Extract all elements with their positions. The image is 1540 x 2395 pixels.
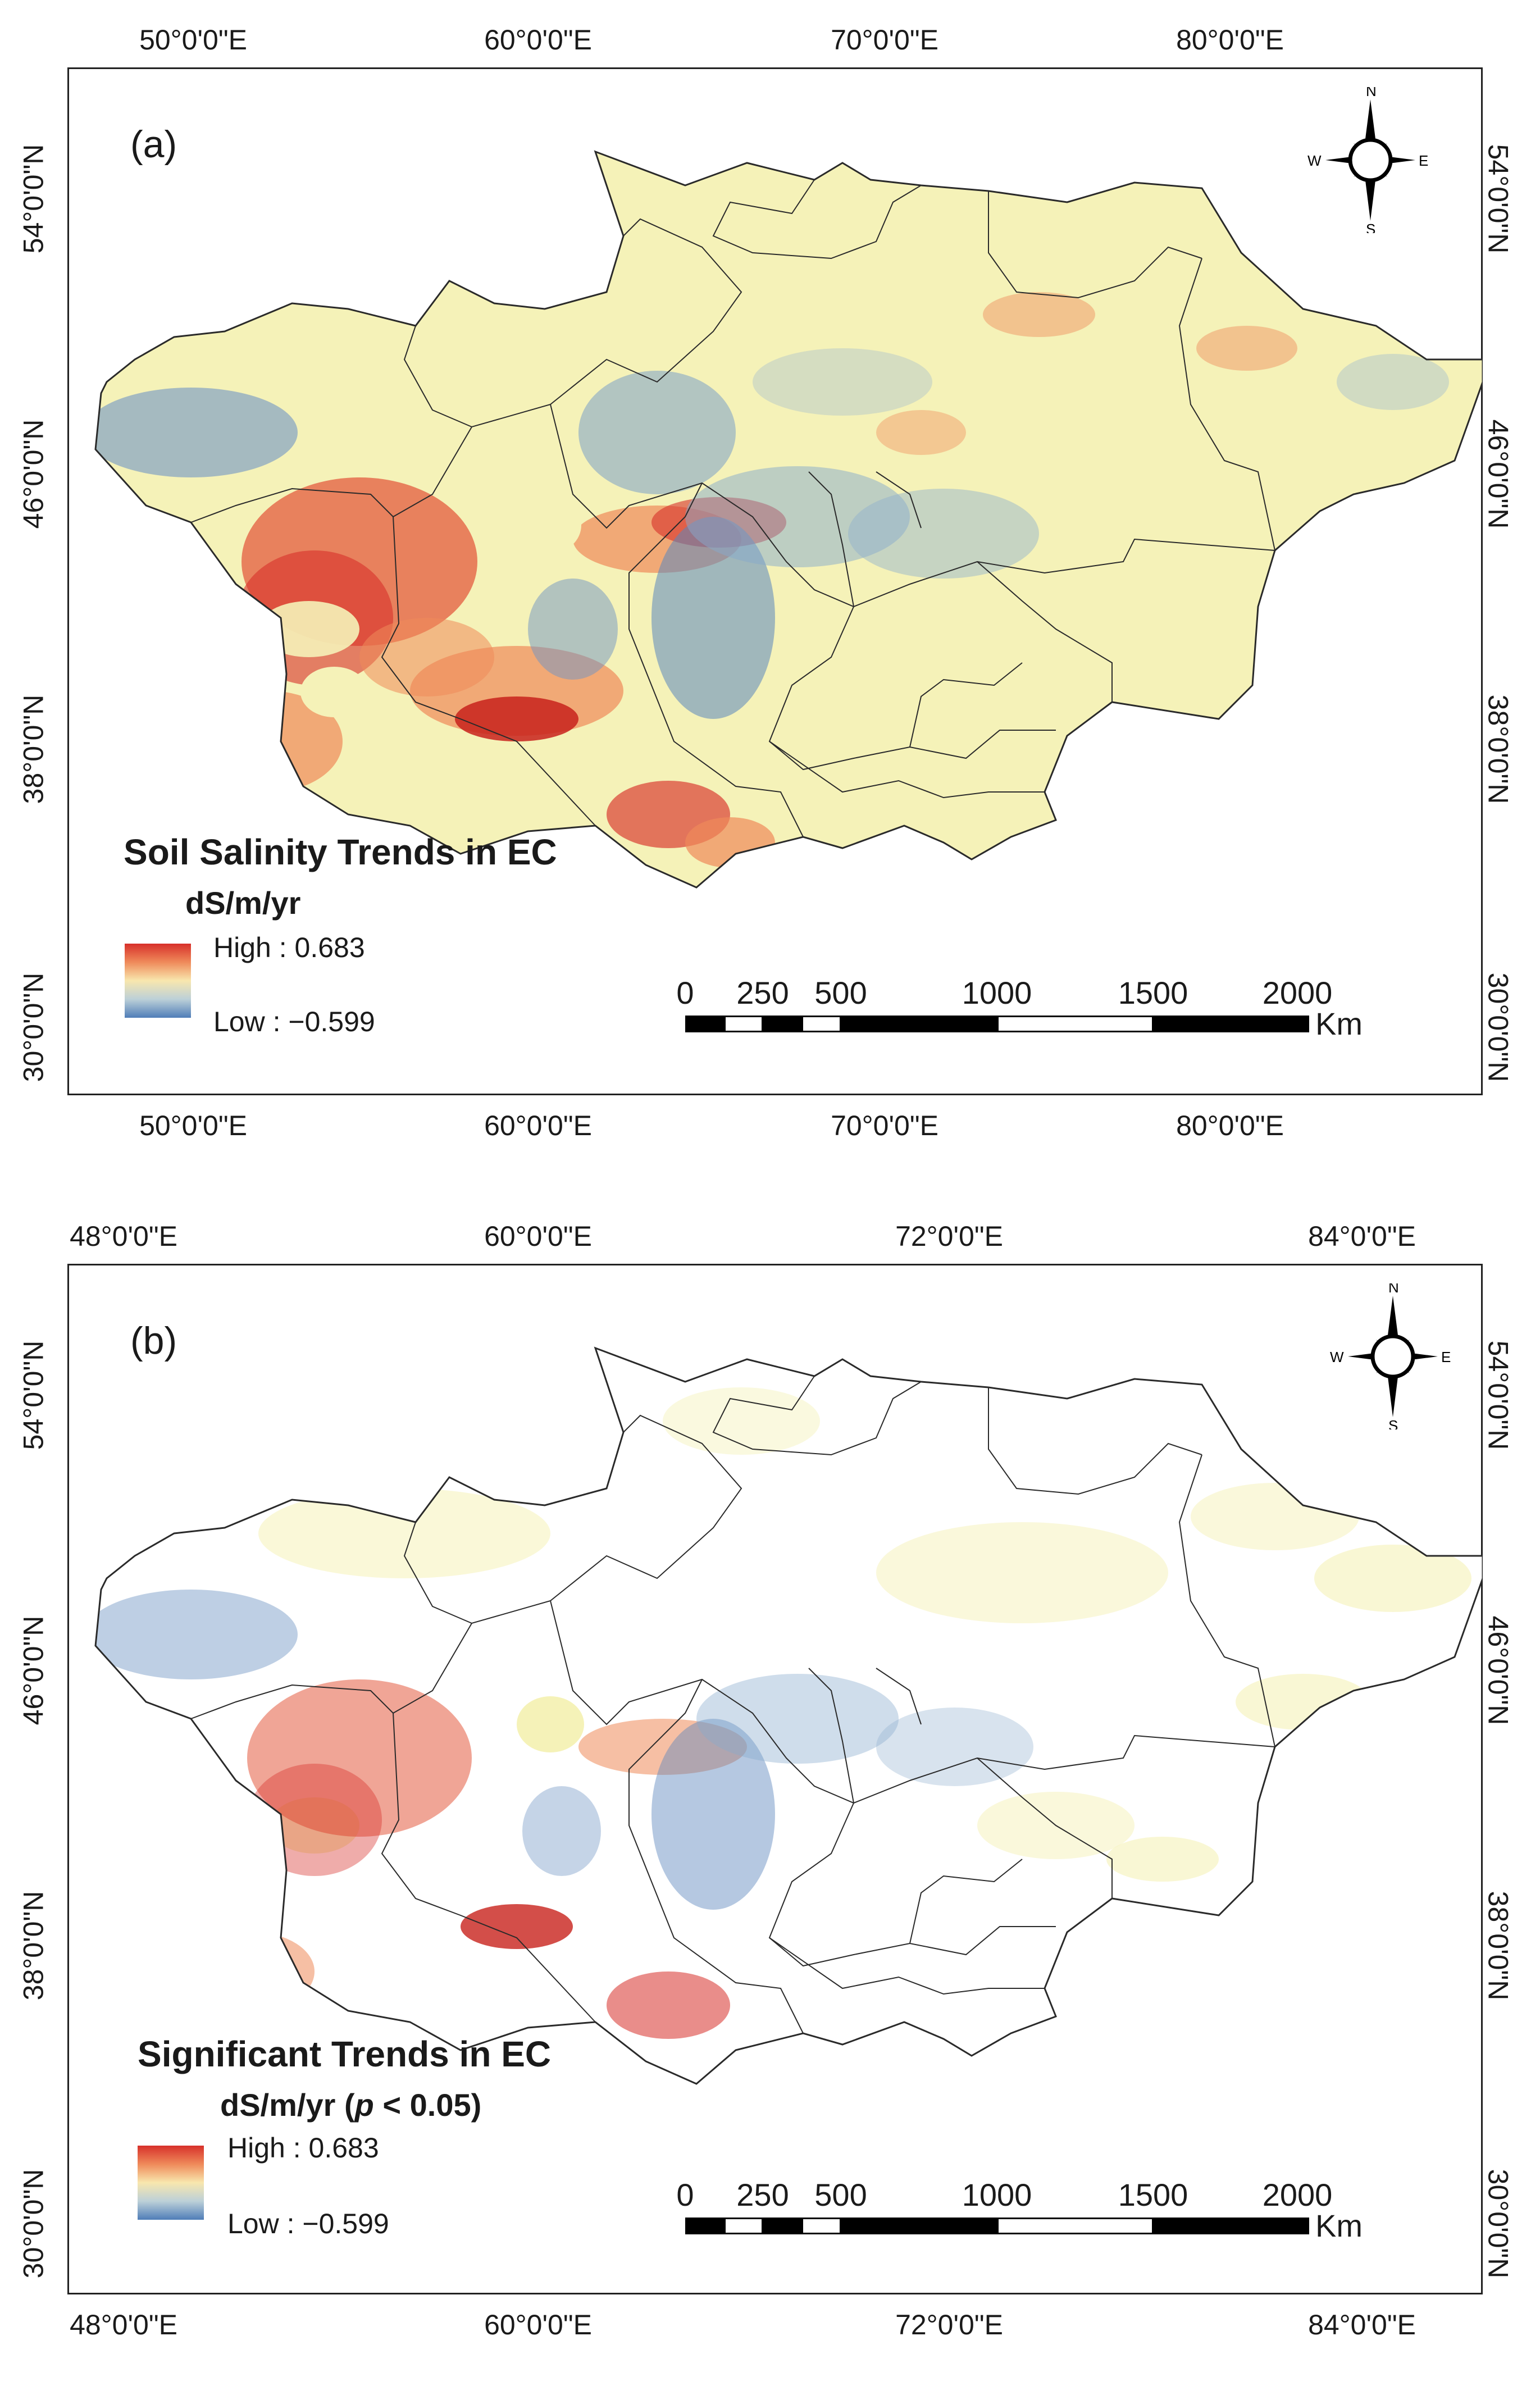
scalebar-segment — [841, 2218, 997, 2234]
lat-tick-right: 30°0'0"N — [1482, 972, 1514, 1082]
legend-low-label: Low : −0.599 — [227, 2208, 389, 2239]
lon-tick-top: 80°0'0"E — [1176, 24, 1284, 56]
lat-tick-left: 46°0'0"N — [17, 1615, 49, 1725]
legend-unit-prefix: dS/m/yr ( — [220, 2087, 355, 2123]
scalebar-label: 500 — [814, 975, 867, 1010]
lon-tick-top: 84°0'0"E — [1308, 1221, 1416, 1252]
lon-tick-bottom: 70°0'0"E — [831, 1110, 938, 1141]
compass-east-label: E — [1419, 152, 1428, 169]
lat-tick-right: 30°0'0"N — [1482, 2169, 1514, 2279]
lat-tick-left: 54°0'0"N — [17, 1340, 49, 1450]
scalebar-label: 0 — [676, 2177, 694, 2212]
scalebar-unit: Km — [1315, 1006, 1363, 1041]
lat-tick-left: 38°0'0"N — [17, 694, 49, 804]
panel-a: 50°0'0"E 60°0'0"E 70°0'0"E 80°0'0"E 50°0… — [0, 0, 1540, 1196]
legend-color-ramp — [138, 2146, 204, 2220]
lon-tick-top: 60°0'0"E — [484, 24, 592, 56]
compass-icon: N S E W — [1307, 87, 1428, 233]
panel-label-a: (a) — [130, 123, 177, 166]
scalebar-label: 2000 — [1262, 2177, 1333, 2212]
legend-unit-p: p — [354, 2087, 374, 2123]
compass-south-label: S — [1366, 221, 1375, 233]
scalebar-label: 250 — [736, 975, 789, 1010]
lat-tick-left: 30°0'0"N — [17, 972, 49, 1082]
scalebar-segment — [724, 2218, 763, 2234]
legend-unit-suffix: < 0.05) — [373, 2087, 482, 2123]
scalebar-unit: Km — [1315, 2208, 1363, 2243]
scalebar-segment — [1153, 1016, 1309, 1032]
scalebar-segment — [997, 2218, 1154, 2234]
legend-title: Soil Salinity Trends in EC — [124, 832, 557, 872]
legend-unit: dS/m/yr — [185, 885, 301, 921]
lat-tick-right: 46°0'0"N — [1482, 1615, 1514, 1725]
lat-tick-left: 38°0'0"N — [17, 1891, 49, 2001]
lat-tick-right: 54°0'0"N — [1482, 1340, 1514, 1450]
lon-tick-bottom: 48°0'0"E — [70, 2309, 177, 2341]
significant-trends-map-b — [94, 1347, 1483, 2085]
scalebar-segment — [801, 2218, 841, 2234]
compass-west-label: W — [1307, 152, 1322, 169]
lon-tick-bottom: 60°0'0"E — [484, 2309, 592, 2341]
lon-tick-top: 48°0'0"E — [70, 1221, 177, 1252]
scalebar-label: 1000 — [962, 2177, 1032, 2212]
salinity-map-a — [94, 151, 1483, 889]
lon-tick-top: 60°0'0"E — [484, 1221, 592, 1252]
scalebar-label: 0 — [676, 975, 694, 1010]
lat-tick-left: 46°0'0"N — [17, 419, 49, 529]
scalebar-segment — [801, 1016, 841, 1032]
legend-unit: dS/m/yr (p < 0.05) — [220, 2087, 481, 2123]
lat-tick-left: 30°0'0"N — [17, 2169, 49, 2279]
scalebar-segment — [763, 2218, 802, 2234]
lon-tick-bottom: 80°0'0"E — [1176, 1110, 1284, 1141]
scalebar-label: 2000 — [1262, 975, 1333, 1010]
lon-tick-bottom: 50°0'0"E — [139, 1110, 247, 1141]
scalebar-label: 1000 — [962, 975, 1032, 1010]
lon-tick-bottom: 72°0'0"E — [895, 2309, 1003, 2341]
compass-east-label: E — [1441, 1349, 1451, 1365]
scalebar-label: 1500 — [1118, 975, 1188, 1010]
scalebar-label: 500 — [814, 2177, 867, 2212]
panel-label-b: (b) — [130, 1319, 177, 1362]
scalebar-segment — [685, 2218, 725, 2234]
panel-b: 48°0'0"E 60°0'0"E 72°0'0"E 84°0'0"E 48°0… — [0, 1196, 1540, 2395]
scalebar-segment — [997, 1016, 1154, 1032]
lat-tick-right: 54°0'0"N — [1482, 144, 1514, 254]
scalebar-segment — [685, 1016, 725, 1032]
lat-tick-left: 54°0'0"N — [17, 144, 49, 254]
legend-low-label: Low : −0.599 — [213, 1006, 375, 1037]
compass-west-label: W — [1330, 1349, 1344, 1365]
scalebar-label: 250 — [736, 2177, 789, 2212]
lat-tick-right: 38°0'0"N — [1482, 1891, 1514, 2001]
lon-tick-bottom: 60°0'0"E — [484, 1110, 592, 1141]
lat-tick-right: 38°0'0"N — [1482, 694, 1514, 804]
compass-north-label: N — [1388, 1283, 1399, 1296]
scalebar-label: 1500 — [1118, 2177, 1188, 2212]
lon-tick-bottom: 84°0'0"E — [1308, 2309, 1416, 2341]
lat-tick-right: 46°0'0"N — [1482, 419, 1514, 529]
legend-high-label: High : 0.683 — [213, 932, 365, 963]
lon-tick-top: 72°0'0"E — [895, 1221, 1003, 1252]
compass-north-label: N — [1366, 87, 1377, 99]
scalebar-segment — [763, 1016, 802, 1032]
lon-tick-top: 70°0'0"E — [831, 24, 938, 56]
lon-tick-top: 50°0'0"E — [139, 24, 247, 56]
scalebar-segment — [1153, 2218, 1309, 2234]
legend-title: Significant Trends in EC — [138, 2034, 552, 2074]
scalebar-segment — [724, 1016, 763, 1032]
legend-color-ramp — [125, 944, 191, 1018]
compass-icon: N S E W — [1330, 1283, 1451, 1429]
compass-south-label: S — [1388, 1417, 1398, 1429]
scalebar-segment — [841, 1016, 997, 1032]
legend-high-label: High : 0.683 — [227, 2132, 379, 2164]
